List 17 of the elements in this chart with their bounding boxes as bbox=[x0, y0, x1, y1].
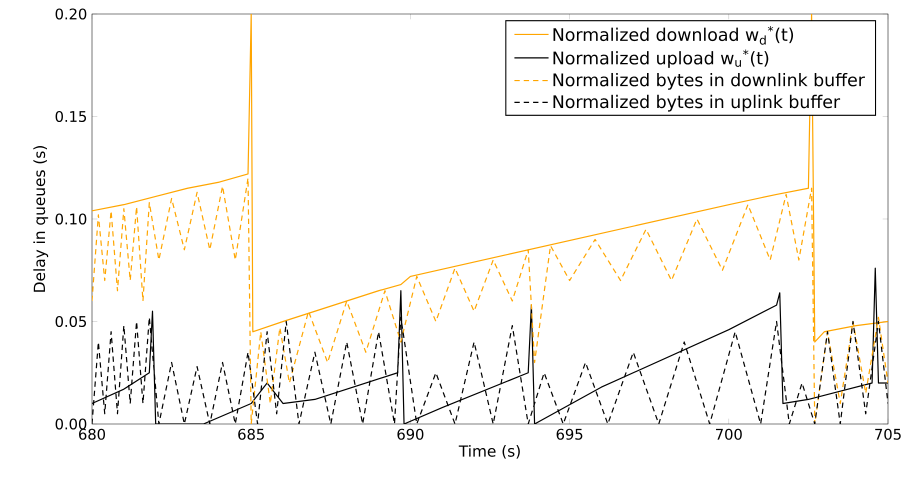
legend-label: Normalized download w$_{d}$$^{*}$(t) bbox=[554, 26, 794, 45]
legend-label: Normalized bytes in uplink buffer bbox=[554, 94, 840, 112]
x-axis-title: Time (s) bbox=[458, 444, 520, 459]
x-tick-label: 680 bbox=[79, 428, 106, 440]
legend-label: Normalized upload w$_{u}$$^{*}$(t) bbox=[554, 50, 768, 68]
y-axis-title: Delay in queues (s) bbox=[33, 146, 48, 292]
y-tick-label: 0.10 bbox=[56, 213, 86, 225]
y-tick-label: 0.05 bbox=[56, 316, 86, 328]
x-tick-label: 695 bbox=[556, 428, 582, 440]
legend-label: Normalized bytes in downlink buffer bbox=[554, 72, 865, 90]
x-tick-label: 700 bbox=[716, 428, 742, 440]
x-tick-label: 690 bbox=[397, 428, 424, 440]
x-tick-label: 705 bbox=[875, 428, 901, 440]
x-tick-label: 685 bbox=[238, 428, 264, 440]
y-tick-label: 0.00 bbox=[56, 418, 86, 430]
y-tick-label: 0.20 bbox=[56, 8, 86, 20]
y-tick-label: 0.15 bbox=[56, 110, 86, 122]
